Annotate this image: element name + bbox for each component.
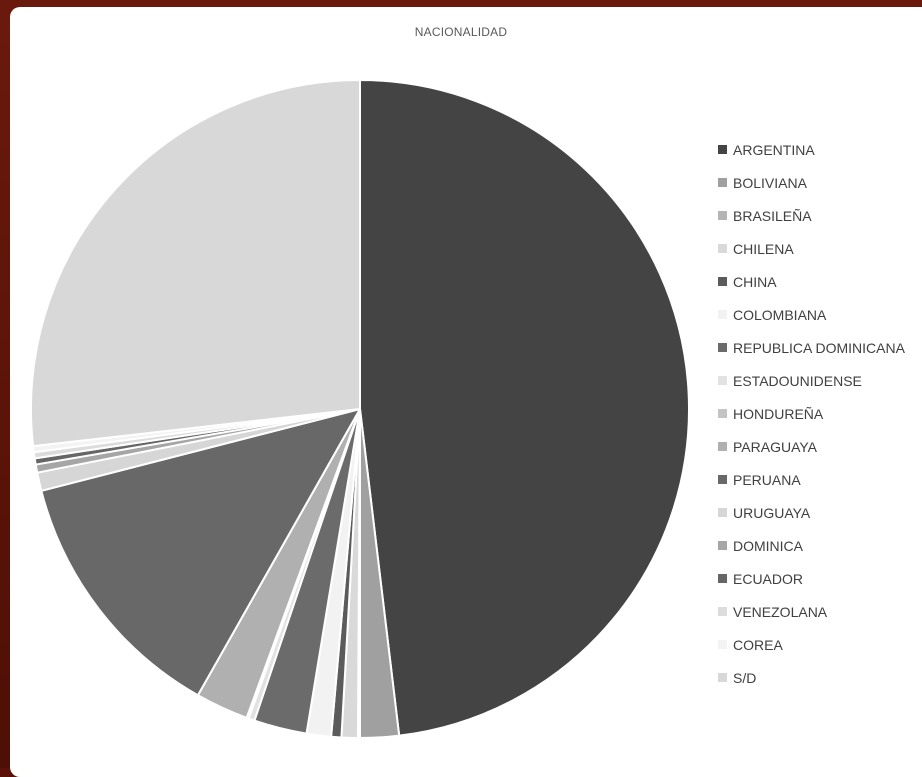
legend-item: CHILENA <box>718 232 905 265</box>
legend-item: PARAGUAYA <box>718 430 905 463</box>
legend-swatch <box>718 376 727 385</box>
legend-item: HONDUREÑA <box>718 397 905 430</box>
legend-swatch <box>718 343 727 352</box>
legend-item: VENEZOLANA <box>718 595 905 628</box>
legend-item: DOMINICA <box>718 529 905 562</box>
legend-item: PERUANA <box>718 463 905 496</box>
legend-swatch <box>718 244 727 253</box>
legend-item: ARGENTINA <box>718 133 905 166</box>
legend-item: URUGUAYA <box>718 496 905 529</box>
pie-slice-16 <box>30 79 361 448</box>
legend-swatch <box>718 673 727 682</box>
legend-label: ARGENTINA <box>733 141 815 158</box>
legend-label: REPUBLICA DOMINICANA <box>733 339 905 356</box>
legend-swatch <box>718 442 727 451</box>
legend-item: CHINA <box>718 265 905 298</box>
legend-swatch <box>718 640 727 649</box>
legend-swatch <box>718 277 727 286</box>
legend-swatch <box>718 508 727 517</box>
legend-swatch <box>718 211 727 220</box>
legend-label: PERUANA <box>733 471 801 488</box>
legend-label: PARAGUAYA <box>733 438 818 455</box>
legend-label: S/D <box>733 669 757 686</box>
pie-slice-10 <box>40 408 361 697</box>
legend-label: BRASILEÑA <box>733 207 812 224</box>
legend-label: CHINA <box>733 273 777 290</box>
legend-swatch <box>718 310 727 319</box>
legend-label: URUGUAYA <box>733 504 811 521</box>
legend-label: CHILENA <box>733 240 794 257</box>
legend-label: COREA <box>733 636 783 653</box>
legend-swatch <box>718 409 727 418</box>
legend-item: BRASILEÑA <box>718 199 905 232</box>
legend-swatch <box>718 607 727 616</box>
legend-swatch <box>718 574 727 583</box>
chart-legend: ARGENTINA BOLIVIANA BRASILEÑA CHILENA CHINA C… <box>718 133 905 694</box>
legend-item: BOLIVIANA <box>718 166 905 199</box>
legend-swatch <box>718 145 727 154</box>
legend-item: COLOMBIANA <box>718 298 905 331</box>
legend-label: HONDUREÑA <box>733 405 824 422</box>
legend-swatch <box>718 541 727 550</box>
pie-slice-0 <box>359 79 690 737</box>
legend-item: ECUADOR <box>718 562 905 595</box>
legend-label: DOMINICA <box>733 537 803 554</box>
legend-label: ECUADOR <box>733 570 804 587</box>
chart-title: NACIONALIDAD <box>414 25 508 39</box>
legend-label: COLOMBIANA <box>733 306 827 323</box>
legend-label: ESTADOUNIDENSE <box>733 372 862 389</box>
legend-swatch <box>718 178 727 187</box>
legend-label: VENEZOLANA <box>733 603 828 620</box>
legend-swatch <box>718 475 727 484</box>
legend-item: ESTADOUNIDENSE <box>718 364 905 397</box>
legend-item: REPUBLICA DOMINICANA <box>718 331 905 364</box>
legend-item: S/D <box>718 661 905 694</box>
legend-label: BOLIVIANA <box>733 174 807 191</box>
legend-item: COREA <box>718 628 905 661</box>
